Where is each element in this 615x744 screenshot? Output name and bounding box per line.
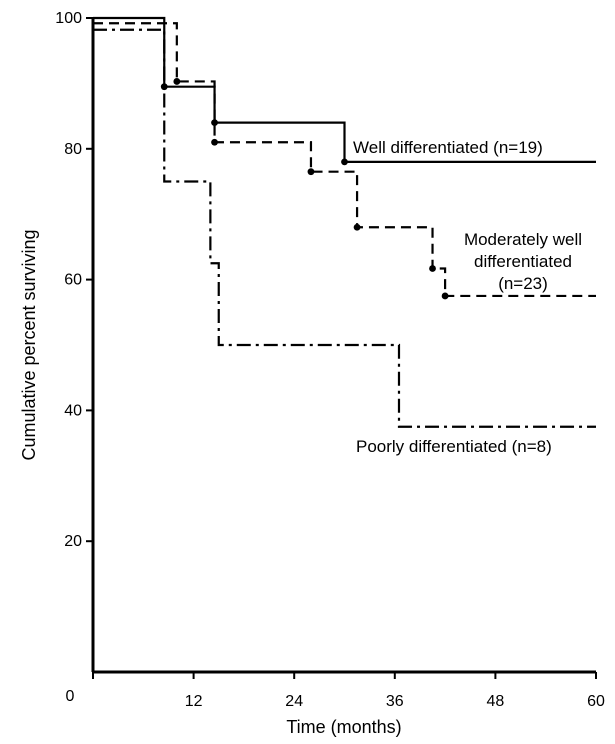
x-axis-title: Time (months) bbox=[286, 717, 401, 737]
x-tick-label: 0 bbox=[66, 688, 75, 705]
x-tick-label: 36 bbox=[386, 693, 404, 710]
censor-point bbox=[160, 83, 168, 91]
y-axis-title: Cumulative percent surviving bbox=[19, 229, 39, 460]
series-labels: Well differentiated (n=19) Moderately we… bbox=[353, 138, 582, 456]
y-tick-label: 20 bbox=[64, 533, 82, 550]
label-well-differentiated: Well differentiated (n=19) bbox=[353, 138, 543, 157]
censor-points bbox=[160, 78, 449, 300]
censor-point bbox=[211, 138, 218, 146]
chart-axes bbox=[91, 18, 596, 674]
label-moderately-line-1: Moderately well bbox=[464, 230, 582, 249]
y-axis-ticks: 20 40 60 80 100 bbox=[55, 10, 93, 550]
censor-point bbox=[353, 223, 361, 231]
x-axis-ticks: 0 12 24 36 48 60 bbox=[66, 672, 605, 710]
y-tick-label: 100 bbox=[55, 10, 82, 27]
survival-curves bbox=[93, 16, 596, 428]
censor-point bbox=[173, 78, 181, 85]
x-tick-label: 48 bbox=[487, 693, 505, 710]
x-tick-label: 60 bbox=[587, 693, 605, 710]
series-line-2 bbox=[93, 28, 596, 428]
censor-point bbox=[429, 265, 436, 272]
x-tick-label: 24 bbox=[285, 693, 303, 710]
x-tick-label: 12 bbox=[185, 693, 203, 710]
y-tick-label: 60 bbox=[64, 272, 82, 289]
label-moderately-line-2: differentiated bbox=[474, 252, 572, 271]
series-line-0 bbox=[93, 16, 596, 163]
censor-point bbox=[307, 168, 315, 176]
censor-point bbox=[441, 292, 449, 300]
series-line-1 bbox=[93, 22, 596, 298]
label-moderately-line-3: (n=23) bbox=[498, 274, 548, 293]
censor-point bbox=[211, 119, 218, 127]
censor-point bbox=[341, 158, 348, 166]
y-tick-label: 40 bbox=[64, 402, 82, 419]
label-poorly-differentiated: Poorly differentiated (n=8) bbox=[356, 437, 552, 456]
y-tick-label: 80 bbox=[64, 141, 82, 158]
